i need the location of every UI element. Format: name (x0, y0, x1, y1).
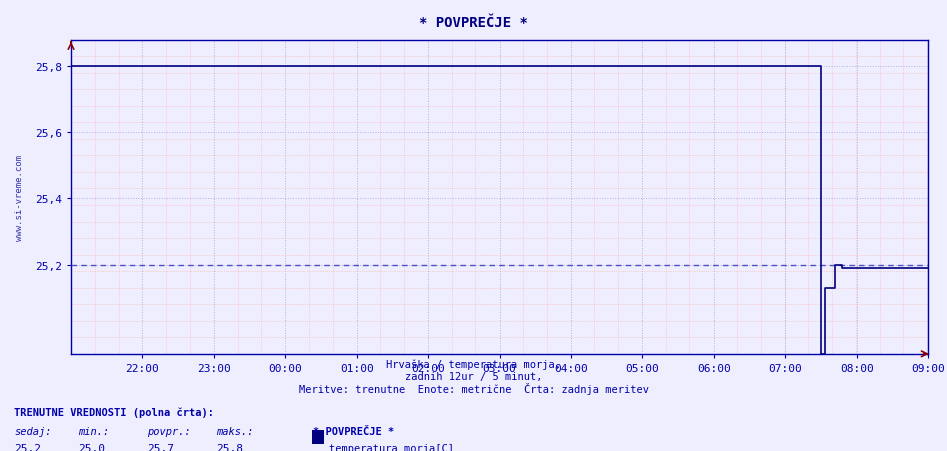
Text: sedaj:: sedaj: (14, 426, 52, 436)
Text: TRENUTNE VREDNOSTI (polna črta):: TRENUTNE VREDNOSTI (polna črta): (14, 407, 214, 417)
Text: Meritve: trenutne  Enote: metrične  Črta: zadnja meritev: Meritve: trenutne Enote: metrične Črta: … (298, 382, 649, 395)
Text: Hrvaška / temperatura morja,: Hrvaška / temperatura morja, (386, 359, 561, 369)
Text: * POVPREČJE *: * POVPREČJE * (313, 426, 394, 436)
Text: 25,8: 25,8 (216, 443, 243, 451)
Text: 25,2: 25,2 (14, 443, 42, 451)
Text: www.si-vreme.com: www.si-vreme.com (15, 154, 24, 240)
Text: zadnih 12ur / 5 minut,: zadnih 12ur / 5 minut, (404, 371, 543, 381)
Text: min.:: min.: (78, 426, 109, 436)
Text: temperatura morja[C]: temperatura morja[C] (329, 443, 454, 451)
Text: * POVPREČJE *: * POVPREČJE * (420, 16, 527, 30)
Text: povpr.:: povpr.: (147, 426, 190, 436)
Text: 25,0: 25,0 (78, 443, 105, 451)
Text: maks.:: maks.: (216, 426, 254, 436)
Text: 25,7: 25,7 (147, 443, 174, 451)
